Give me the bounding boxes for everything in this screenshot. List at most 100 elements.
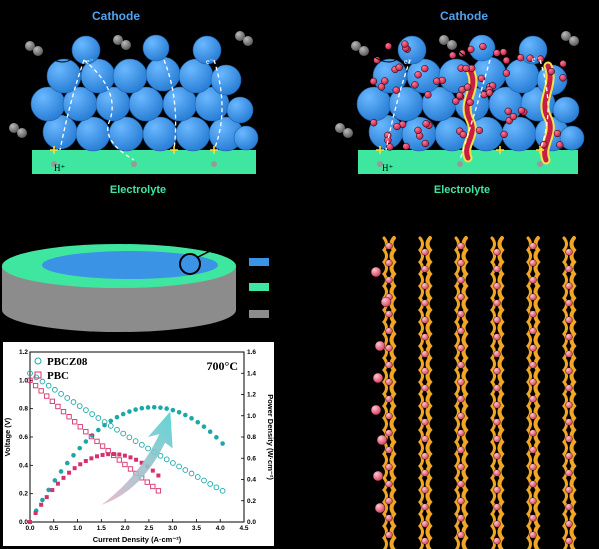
bead	[421, 435, 429, 443]
bead	[529, 446, 537, 454]
nanoparticle	[502, 69, 511, 77]
y-tick-label: 0.6	[19, 434, 28, 441]
ribbon	[562, 236, 568, 549]
bead	[385, 310, 393, 318]
bead-large	[372, 470, 384, 482]
x-tick-label: 4.0	[216, 525, 225, 532]
bead	[529, 463, 537, 471]
y-tick-label: 0.4	[19, 462, 28, 469]
y2-axis-label: Power Density (W·cm⁻²)	[266, 394, 275, 480]
voltage-point	[107, 423, 114, 429]
power-point	[83, 458, 88, 463]
voltage-point	[99, 443, 106, 449]
bead	[493, 265, 501, 273]
bead	[385, 327, 393, 335]
bead	[421, 401, 429, 409]
voltage-point	[27, 377, 33, 383]
y-tick-label: 1.2	[19, 349, 28, 356]
improvement-arrow	[101, 411, 173, 505]
bead	[457, 327, 465, 335]
voltage-point	[201, 477, 207, 484]
bead	[421, 469, 429, 477]
bead	[493, 333, 501, 341]
power-point	[96, 427, 101, 433]
bead	[565, 520, 573, 528]
bead	[385, 480, 393, 488]
bead	[457, 395, 465, 403]
bead	[529, 429, 537, 437]
bead	[565, 384, 573, 392]
nanoparticle	[493, 49, 501, 57]
nanoparticle	[422, 120, 430, 128]
gas-arrow	[129, 47, 147, 58]
bead	[529, 293, 537, 301]
bead	[457, 446, 465, 454]
bead	[529, 497, 537, 505]
proton-site	[51, 161, 57, 167]
voltage-point	[114, 426, 120, 433]
voltage-point	[116, 457, 122, 463]
cathode-particle	[226, 96, 254, 124]
bead	[493, 435, 501, 443]
bead	[421, 282, 429, 290]
voltage-point	[45, 382, 52, 389]
bead	[385, 531, 393, 539]
power-point	[114, 414, 120, 420]
legend-swatch-electrolyte	[249, 283, 269, 291]
ribbon	[461, 236, 469, 549]
bead	[457, 514, 465, 522]
iv-chart: 0.0 0.5 1.0 1.5 2.0 2.5 3.0 3.5 4.0 4.50.00.20.40…	[3, 349, 275, 544]
power-point	[127, 409, 132, 414]
reaction-site	[50, 146, 58, 154]
nanoparticle	[475, 126, 484, 135]
nanoparticle	[370, 119, 378, 127]
bead	[421, 316, 429, 324]
bead	[385, 497, 393, 505]
bead	[385, 361, 393, 369]
proton-site	[457, 161, 463, 167]
bead	[565, 350, 573, 358]
voltage-point	[33, 374, 40, 381]
power-point	[201, 424, 207, 429]
power-point	[58, 469, 64, 474]
power-point	[94, 454, 99, 459]
power-point	[120, 411, 126, 417]
power-point	[33, 511, 38, 516]
bead	[493, 282, 501, 290]
legend-marker	[34, 371, 42, 379]
gas-atom	[343, 128, 353, 138]
voltage-point	[58, 391, 64, 397]
nanoparticle	[467, 45, 475, 54]
voltage-point	[77, 424, 83, 430]
gas-atom	[25, 41, 35, 51]
voltage-point	[194, 474, 201, 480]
proton-label-b: H⁺	[382, 163, 393, 173]
y2-tick-label: 1.0	[247, 413, 256, 420]
nanoparticle	[401, 40, 409, 48]
cathode-particles-a	[30, 34, 259, 152]
gas-atom	[113, 35, 123, 45]
power-point	[100, 452, 105, 457]
x-tick-label: 4.5	[239, 525, 248, 532]
nanoparticle	[477, 74, 486, 83]
power-point	[46, 487, 51, 493]
ion-path	[213, 59, 223, 151]
voltage-point	[76, 403, 83, 409]
y-tick-label: 0.8	[19, 406, 28, 413]
power-point	[133, 407, 138, 412]
bead	[493, 350, 501, 358]
panel-structure	[370, 236, 577, 549]
voltage-point	[60, 408, 67, 415]
bead	[493, 401, 501, 409]
bead	[529, 531, 537, 539]
voltage-point	[188, 470, 195, 477]
gas-arrow	[43, 53, 71, 63]
cathode-label-a: Cathode	[92, 9, 140, 23]
bead	[565, 401, 573, 409]
bead	[421, 503, 429, 511]
voltage-point	[94, 438, 100, 445]
bead	[565, 452, 573, 460]
voltage-point	[138, 441, 145, 448]
bead-large	[372, 372, 384, 384]
gas-atom	[121, 40, 131, 50]
